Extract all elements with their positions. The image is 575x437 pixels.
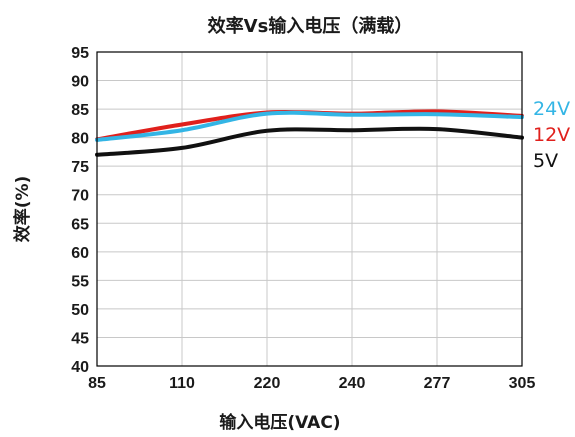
x-tick-label: 305	[509, 375, 536, 392]
y-tick-label: 90	[71, 74, 89, 91]
y-axis-title: 效率(%)	[12, 176, 33, 243]
x-tick-label: 110	[169, 375, 195, 392]
y-tick-label: 65	[71, 216, 89, 233]
legend-label-5v: 5V	[533, 150, 558, 172]
y-tick-label: 60	[71, 245, 89, 262]
chart-title: 效率Vs输入电压（满载）	[208, 15, 413, 37]
x-tick-label: 277	[424, 375, 451, 392]
legend-label-12v: 12V	[533, 124, 570, 146]
y-tick-label: 55	[71, 273, 89, 290]
legend: 24V 12V 5V	[533, 98, 570, 172]
y-tick-label: 75	[71, 159, 89, 176]
x-tick-label: 240	[339, 375, 366, 392]
series-line-5v	[95, 126, 524, 157]
y-tick-label: 40	[71, 359, 89, 376]
y-tick-label: 85	[71, 102, 89, 119]
x-axis-title: 输入电压(VAC)	[219, 412, 340, 433]
grid-lines	[96, 51, 523, 367]
series-lines	[95, 109, 524, 157]
y-tick-label: 50	[71, 302, 89, 319]
plot-border	[96, 51, 523, 367]
y-tick-label: 80	[71, 131, 89, 148]
y-axis-ticks: 40 45 50 55 60 65 70 75 80 85 90 95	[71, 45, 89, 376]
x-tick-label: 85	[88, 375, 106, 392]
x-axis-ticks: 85 110 220 240 277 305	[88, 375, 535, 392]
y-tick-label: 95	[71, 45, 89, 62]
y-tick-label: 70	[71, 188, 89, 205]
series-line-24v	[95, 110, 524, 142]
x-tick-label: 220	[254, 375, 281, 392]
legend-label-24v: 24V	[533, 98, 570, 120]
y-tick-label: 45	[71, 330, 89, 347]
